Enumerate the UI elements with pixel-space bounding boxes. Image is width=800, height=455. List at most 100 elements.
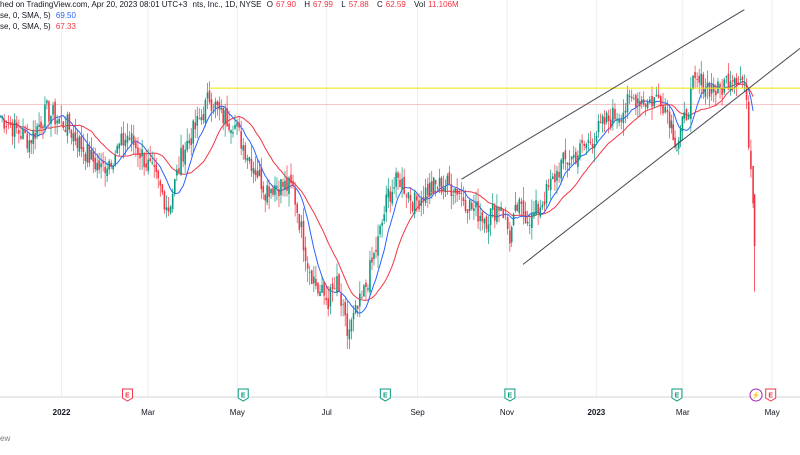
candle-body [3,119,5,129]
candle-body [72,133,75,142]
candle-body [274,185,276,195]
candle-body [214,101,217,109]
candle-body [640,99,643,104]
candle-body [504,214,507,216]
candle-body [68,113,71,130]
candle-body [599,121,602,123]
candle-body [354,305,357,314]
candle-body [753,194,756,247]
candle-body [444,185,447,192]
candle-body [218,101,221,110]
candle-body [126,135,129,143]
candle-body [735,77,738,87]
candle-body [359,293,361,307]
candle-body [391,191,393,204]
candle-body [710,84,713,94]
candle-body [0,116,1,118]
candle-body [321,284,323,293]
candle-body [122,132,125,146]
candle-body [9,122,12,125]
candle-body [664,106,667,113]
candle-body [498,208,500,211]
candle-body [323,281,325,296]
candle-body [130,133,133,143]
volume-value: 11.106M [428,0,459,9]
candle-body [198,118,201,120]
candle-body [296,203,299,213]
symbol-text: nts, Inc., 1D, NYSE [192,0,262,9]
candle-body [363,285,365,297]
candle-body [489,208,492,226]
candle-body [535,200,537,215]
candle-body [585,143,588,149]
candle-body [258,169,261,176]
candle-body [118,143,121,149]
candle-body [365,282,367,288]
candle-body [137,147,139,155]
candle-body [178,168,180,173]
candle-body [242,145,245,151]
published-text: hed on TradingView.com, Apr 20, 2023 08:… [0,0,188,9]
candle-body [607,115,610,122]
header-ma2[interactable]: se, 0, SMA, 5) 67.33 [0,22,79,31]
x-tick-label: Jul [322,408,332,417]
candle-body [151,162,153,164]
candle-body [192,120,195,144]
candle-body [64,129,67,133]
candle-body [549,178,552,191]
candle-body [616,119,618,121]
candle-body [381,222,383,226]
candle-body [116,145,119,154]
candle-body [22,128,24,139]
candle-body [395,172,397,187]
candle-body [403,176,405,194]
candle-body [304,247,307,262]
candle-body [692,75,694,90]
candle-body [570,156,573,160]
candle-body [210,99,213,112]
candle-body [651,95,653,107]
candle-body [98,160,100,170]
candle-body [315,278,317,287]
candle-body [153,165,156,167]
candle-body [506,217,509,229]
candle-body [677,140,680,149]
candle-body [579,143,581,158]
candle-body [731,80,734,82]
sma-fast-line [0,80,754,314]
candle-body [642,99,645,105]
candle-body [745,85,748,100]
candle-body [389,191,392,202]
candle-body [268,186,270,197]
candle-body [545,183,548,204]
candle-body [161,184,164,193]
candle-body [628,95,631,98]
candle-body [132,135,135,146]
candle-body [66,114,69,136]
candle-body [280,179,282,196]
candle-body [11,122,14,137]
candle-body [442,188,445,191]
candle-body [300,221,303,227]
candle-body [397,172,399,178]
candle-body [278,189,280,197]
candle-body [190,138,193,146]
candle-body [715,91,717,96]
candle-body [338,274,340,292]
candle-body [739,79,742,80]
candle-body [562,152,565,164]
x-tick-label: 2023 [587,408,605,417]
candle-body [139,153,141,159]
candle-body [649,99,651,103]
candle-body [30,140,33,144]
header-ma1[interactable]: se, 0, SMA, 5) 69.50 [0,11,79,20]
candle-body [88,145,91,163]
candle-body [487,224,490,233]
high-value: 67.99 [312,0,334,9]
sma-slow-line [0,83,754,301]
candle-body [220,107,223,110]
candle-body [518,199,521,214]
candle-body [32,129,35,144]
